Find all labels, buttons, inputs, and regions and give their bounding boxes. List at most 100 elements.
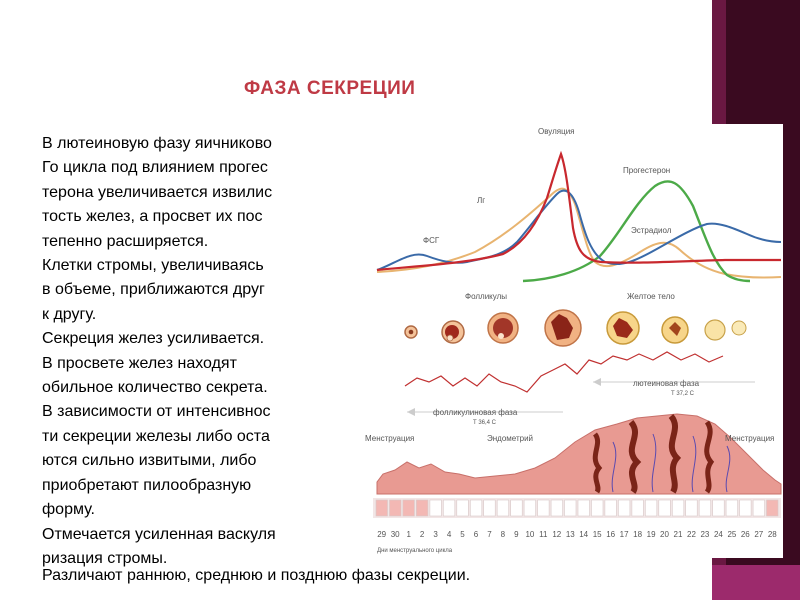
day-cell <box>537 499 550 517</box>
day-number: 25 <box>727 530 736 539</box>
day-number: 18 <box>633 530 642 539</box>
day-cell <box>631 499 644 517</box>
day-cell <box>389 499 402 517</box>
day-cell <box>618 499 631 517</box>
slide-closing-line: Различают раннюю, среднюю и позднюю фазы… <box>42 567 471 584</box>
day-number: 6 <box>474 530 479 539</box>
luteal-temperature-label: Т 37,2 С <box>671 391 695 397</box>
day-cell <box>456 499 469 517</box>
day-cell <box>429 499 442 517</box>
day-cell <box>470 499 483 517</box>
paragraph-line: В лютеиновую фазу яичниково <box>42 135 272 152</box>
follicular-temperature-label: Т 36,4 С <box>473 420 497 426</box>
estradiol-curve <box>376 187 782 279</box>
day-cell <box>496 499 509 517</box>
paragraph-line: В просвете желез находят <box>42 354 237 372</box>
vessel-3 <box>691 435 697 493</box>
day-cell <box>725 499 738 517</box>
paragraph-line: Клетки стромы, увеличиваясь <box>42 257 264 275</box>
paragraph-line: Отмечается усиленная васкуля <box>42 525 276 543</box>
lh-label: Лг <box>477 196 486 205</box>
paragraph-line: ризация стромы. <box>42 549 168 567</box>
day-cell <box>712 499 725 517</box>
slide-paragraph: В лютеиновую фазу яичниково Го цикла под… <box>42 132 354 571</box>
day-number: 21 <box>674 530 683 539</box>
basal-temperature-curve <box>404 351 724 393</box>
day-cell <box>766 499 779 517</box>
paragraph-line: В зависимости от интенсивнос <box>42 403 271 421</box>
day-number: 4 <box>447 530 452 539</box>
follicular-phase-label: фолликулиновая фаза <box>433 408 518 417</box>
luteal-phase-label: лютеиновая фаза <box>633 379 700 388</box>
follicle-stage-3 <box>487 312 519 344</box>
day-number: 8 <box>501 530 506 539</box>
day-number: 1 <box>406 530 411 539</box>
follicle-stage-1 <box>404 325 418 339</box>
cycle-diagram: 29 30 1 2 3 4 5 6 7 8 9 10 11 12 13 14 15 16 17 18 19 20 21 22 2… <box>373 150 782 539</box>
day-cell <box>375 499 388 517</box>
corpus-luteum-stage-4 <box>731 320 747 336</box>
day-number: 14 <box>579 530 588 539</box>
follicle-stage-4 <box>544 309 582 347</box>
day-number: 27 <box>754 530 763 539</box>
day-cell <box>550 499 563 517</box>
paragraph-line: ются сильно извитыми, либо <box>42 452 257 470</box>
day-number: 15 <box>593 530 602 539</box>
day-number: 26 <box>741 530 750 539</box>
cycle-days-label: Дни менструального цикла <box>377 548 453 554</box>
menstruation-right-label: Менструация <box>725 434 775 443</box>
paragraph-line: тепенно расширяется. <box>42 232 209 250</box>
fsh-curve <box>376 189 782 271</box>
day-cell <box>752 499 765 517</box>
day-cell <box>483 499 496 517</box>
day-cell <box>402 499 415 517</box>
day-number: 16 <box>606 530 615 539</box>
gland-1 <box>592 432 603 494</box>
day-cell <box>443 499 456 517</box>
day-number: 3 <box>433 530 438 539</box>
lh-curve <box>376 150 781 272</box>
day-cell <box>523 499 536 517</box>
ovulation-label: Овуляция <box>538 127 575 136</box>
progesterone-label: Прогестерон <box>623 166 671 175</box>
day-number: 24 <box>714 530 723 539</box>
decorative-corner-accent <box>712 565 800 600</box>
day-cell <box>577 499 590 517</box>
corpus-luteum-label: Желтое тело <box>627 292 675 301</box>
paragraph-line: форму. <box>42 501 95 519</box>
paragraph-line: обильное количество секрета. <box>42 379 268 397</box>
corpus-luteum-stage-1 <box>606 311 640 345</box>
day-number: 12 <box>552 530 561 539</box>
vessel-1 <box>611 441 617 493</box>
day-number: 5 <box>460 530 465 539</box>
slide-title: ФАЗА СЕКРЕЦИИ <box>244 78 416 99</box>
corpus-luteum-stage-2 <box>661 316 689 344</box>
follicular-phase-arrowhead <box>407 408 415 416</box>
day-cell <box>591 499 604 517</box>
progesterone-curve <box>522 180 751 283</box>
vessel-2 <box>651 433 657 493</box>
paragraph-line: тость желез, а просвет их пос <box>42 208 263 226</box>
day-cell <box>644 499 658 517</box>
day-cell <box>658 499 671 517</box>
paragraph-line: терона увеличивается извилис <box>42 183 273 201</box>
day-cell <box>416 499 429 517</box>
endometrium-label: Эндометрий <box>487 434 534 443</box>
day-number: 30 <box>391 530 400 539</box>
paragraph-line: Секреция желез усиливается. <box>42 330 265 348</box>
day-number: 29 <box>377 530 386 539</box>
day-cell <box>739 499 752 517</box>
day-cell <box>698 499 712 517</box>
day-number: 22 <box>687 530 696 539</box>
endometrium-tissue <box>376 413 782 495</box>
day-number: 20 <box>660 530 669 539</box>
day-scale-cells: 29 30 1 2 3 4 5 6 7 8 9 10 11 12 13 14 15 16 17 18 19 20 21 22 2… <box>375 499 779 539</box>
day-number: 28 <box>768 530 777 539</box>
follicles-label: Фолликулы <box>465 292 507 301</box>
luteal-phase-arrowhead <box>593 378 601 386</box>
paragraph-line: приобретают пилообразную <box>42 476 252 494</box>
day-number: 13 <box>566 530 575 539</box>
gland-3 <box>668 414 682 494</box>
day-cell <box>671 499 685 517</box>
menstruation-left-label: Менструация <box>365 434 415 443</box>
